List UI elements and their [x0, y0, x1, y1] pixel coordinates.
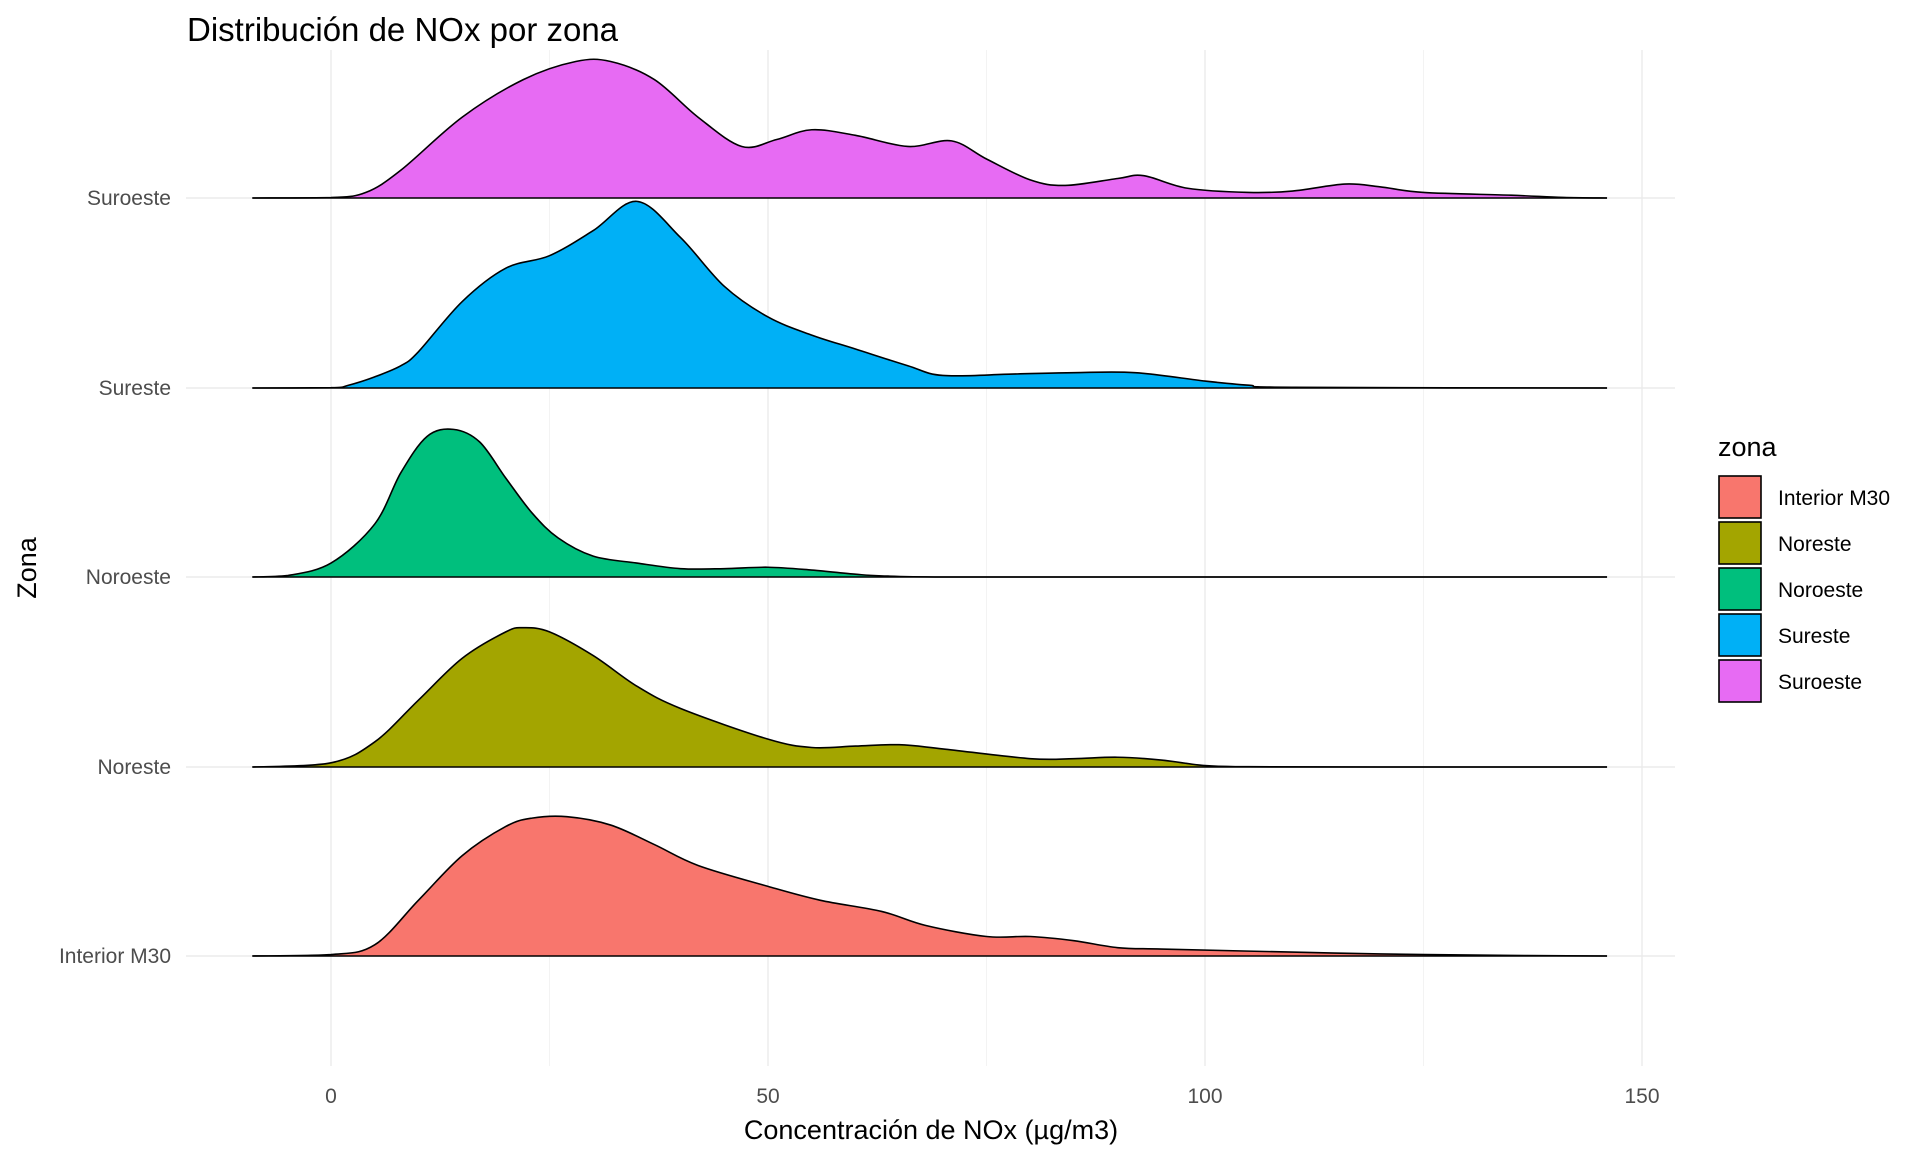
density-outline — [252, 200, 1608, 389]
ridge-noroeste — [252, 428, 1608, 578]
legend-item: Suroeste — [1718, 659, 1862, 703]
ridge-noreste — [252, 626, 1608, 768]
legend-key — [1718, 613, 1762, 657]
legend-key — [1718, 567, 1762, 611]
legend-label: Noreste — [1778, 533, 1852, 556]
legend-key — [1718, 659, 1762, 703]
density-ridges — [252, 58, 1608, 957]
density-outline — [252, 626, 1608, 768]
x-tick-label: 150 — [1624, 1085, 1659, 1108]
legend-label: Sureste — [1778, 625, 1850, 648]
ridge-sureste — [252, 200, 1608, 389]
ridge-interior-m30 — [252, 815, 1608, 957]
legend-title: zona — [1718, 432, 1778, 462]
legend-item: Sureste — [1718, 613, 1850, 657]
density-outline — [252, 815, 1608, 957]
x-axis-ticks: 0 50 100 150 — [325, 1085, 1659, 1108]
x-tick-label: 100 — [1187, 1085, 1222, 1108]
density-area — [252, 627, 1608, 767]
legend-item: Noreste — [1718, 521, 1852, 565]
legend-item: Interior M30 — [1718, 475, 1890, 519]
y-tick-label: Noreste — [97, 756, 171, 779]
y-axis-title: Zona — [12, 536, 42, 599]
y-tick-label: Noroeste — [86, 566, 171, 589]
density-area — [252, 201, 1608, 388]
ridge-suroeste — [252, 58, 1608, 199]
x-axis-title: Concentración de NOx (µg/m3) — [744, 1115, 1118, 1145]
legend-item: Noroeste — [1718, 567, 1863, 611]
legend-label: Interior M30 — [1778, 487, 1890, 510]
y-tick-label: Suroeste — [87, 187, 171, 210]
y-tick-label: Interior M30 — [59, 945, 171, 968]
density-area — [252, 59, 1608, 199]
x-tick-label: 50 — [756, 1085, 779, 1108]
legend-items: Interior M30 Noreste Noroeste Sureste Suroes… — [1718, 475, 1890, 703]
density-area — [252, 816, 1608, 956]
density-area — [252, 429, 1608, 577]
density-outline — [252, 58, 1608, 199]
legend-key — [1718, 521, 1762, 565]
y-axis-ticks: Interior M30 Noreste Noroeste Sureste Suroes… — [59, 187, 171, 968]
legend-key — [1718, 475, 1762, 519]
legend-label: Noroeste — [1778, 579, 1863, 602]
legend-label: Suroeste — [1778, 671, 1862, 694]
chart-title: Distribución de NOx por zona — [187, 11, 619, 48]
y-tick-label: Sureste — [99, 377, 171, 400]
legend: zona Interior M30 Noreste Noroeste Sureste S… — [1718, 432, 1890, 703]
x-tick-label: 0 — [325, 1085, 337, 1108]
